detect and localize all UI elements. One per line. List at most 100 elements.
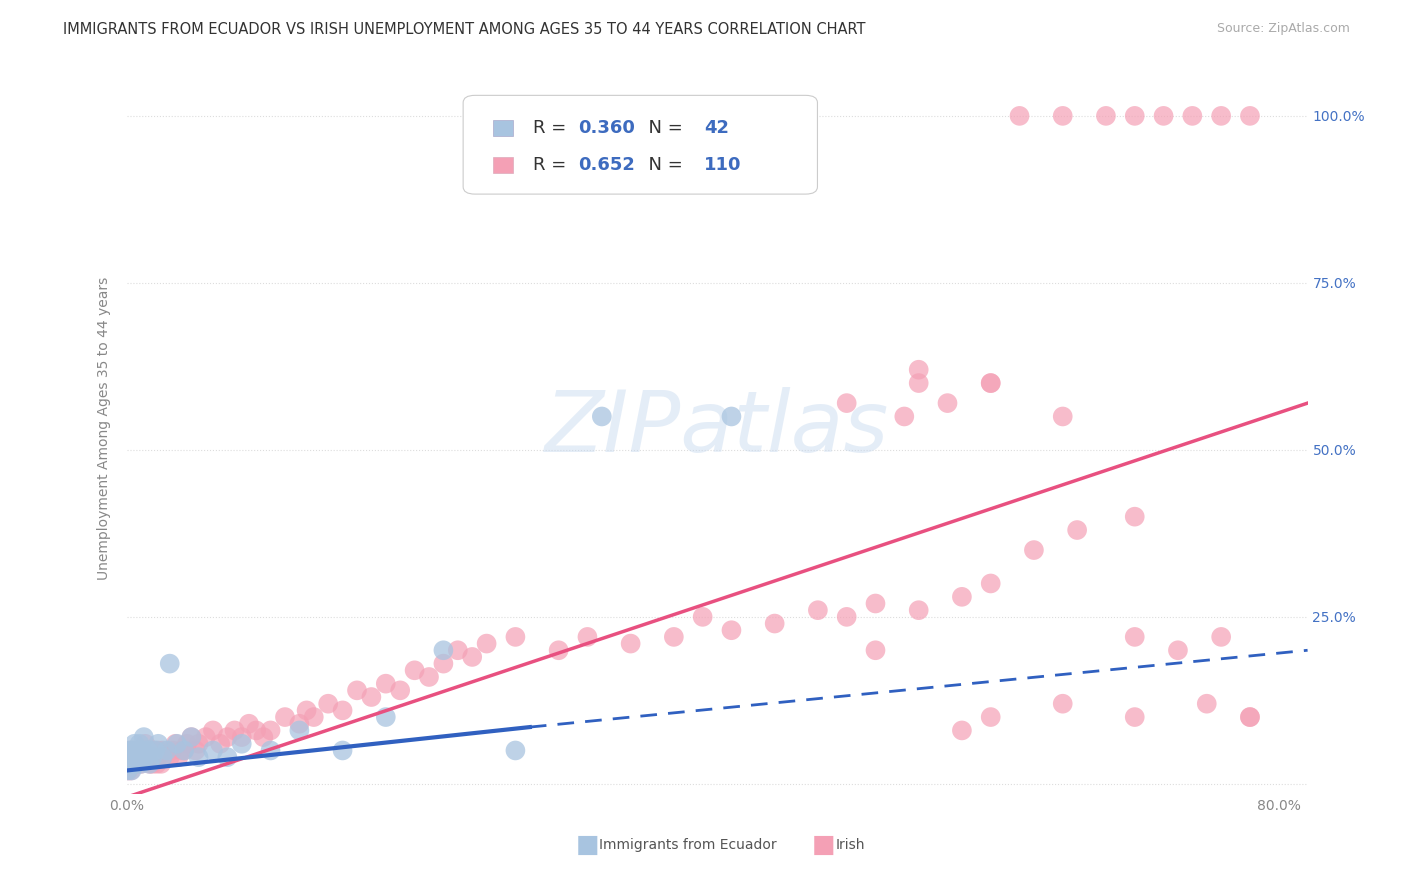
Point	[118, 756, 141, 771]
Point	[139, 750, 162, 764]
Point	[316, 697, 339, 711]
Point	[134, 750, 156, 764]
Point	[404, 663, 426, 677]
Point	[432, 643, 454, 657]
Point	[576, 630, 599, 644]
Point	[136, 743, 159, 757]
Point	[907, 376, 929, 390]
Text: 0.652: 0.652	[578, 156, 634, 174]
Point	[1239, 109, 1261, 123]
Point	[807, 603, 830, 617]
Point	[120, 750, 142, 764]
Text: ZIPatlas: ZIPatlas	[546, 386, 889, 470]
Point	[274, 710, 297, 724]
Text: Irish: Irish	[835, 838, 865, 852]
Point	[447, 643, 470, 657]
Point	[117, 764, 139, 778]
Point	[209, 737, 232, 751]
Point	[231, 737, 253, 751]
Point	[201, 743, 224, 757]
Point	[288, 723, 311, 738]
Point	[141, 756, 163, 771]
Point	[295, 703, 318, 717]
Point	[173, 743, 195, 757]
Point	[127, 750, 149, 764]
Point	[141, 750, 163, 764]
Point	[117, 764, 139, 778]
Point	[217, 750, 239, 764]
Point	[132, 743, 155, 757]
Point	[148, 737, 170, 751]
Point	[148, 743, 170, 757]
Point	[259, 743, 281, 757]
Point	[259, 723, 281, 738]
Point	[122, 750, 145, 764]
Text: 0.360: 0.360	[578, 120, 634, 137]
Point	[125, 743, 148, 757]
Point	[152, 743, 174, 757]
Point	[720, 624, 742, 638]
Text: ■: ■	[575, 833, 599, 857]
Point	[159, 657, 181, 671]
Point	[1052, 697, 1074, 711]
Point	[150, 756, 173, 771]
Point	[120, 764, 142, 778]
Point	[136, 743, 159, 757]
Point	[893, 409, 915, 424]
Point	[121, 756, 143, 771]
Point	[159, 750, 181, 764]
Point	[121, 750, 143, 764]
Point	[835, 610, 858, 624]
Point	[475, 637, 498, 651]
Point	[129, 756, 152, 771]
Point	[124, 756, 146, 771]
FancyBboxPatch shape	[463, 95, 817, 194]
Point	[1123, 710, 1146, 724]
Point	[128, 743, 150, 757]
Point	[332, 703, 354, 717]
Point	[980, 376, 1002, 390]
Point	[692, 610, 714, 624]
Point	[146, 756, 169, 771]
Point	[128, 737, 150, 751]
Point	[118, 750, 141, 764]
Point	[936, 396, 959, 410]
Point	[720, 409, 742, 424]
Point	[865, 643, 887, 657]
Point	[173, 743, 195, 757]
Text: N =: N =	[637, 156, 689, 174]
Point	[142, 743, 165, 757]
Point	[1123, 109, 1146, 123]
Point	[252, 730, 274, 744]
Point	[143, 743, 166, 757]
Point	[120, 743, 142, 757]
FancyBboxPatch shape	[492, 120, 513, 136]
Point	[461, 649, 484, 664]
Point	[288, 716, 311, 731]
Text: Source: ZipAtlas.com: Source: ZipAtlas.com	[1216, 22, 1350, 36]
Point	[1211, 109, 1233, 123]
Point	[950, 723, 973, 738]
Point	[162, 743, 184, 757]
Text: R =: R =	[533, 156, 572, 174]
Point	[374, 710, 396, 724]
Point	[143, 750, 166, 764]
Point	[122, 756, 145, 771]
Point	[980, 576, 1002, 591]
Point	[132, 730, 155, 744]
Point	[134, 737, 156, 751]
Point	[121, 764, 143, 778]
Point	[1195, 697, 1218, 711]
Point	[176, 737, 198, 751]
Y-axis label: Unemployment Among Ages 35 to 44 years: Unemployment Among Ages 35 to 44 years	[97, 277, 111, 580]
Point	[167, 750, 190, 764]
Point	[1211, 630, 1233, 644]
Text: 42: 42	[704, 120, 730, 137]
Point	[135, 750, 157, 764]
Point	[217, 730, 239, 744]
Point	[418, 670, 440, 684]
Point	[138, 756, 160, 771]
Point	[118, 743, 141, 757]
Point	[374, 676, 396, 690]
Text: N =: N =	[637, 120, 689, 137]
